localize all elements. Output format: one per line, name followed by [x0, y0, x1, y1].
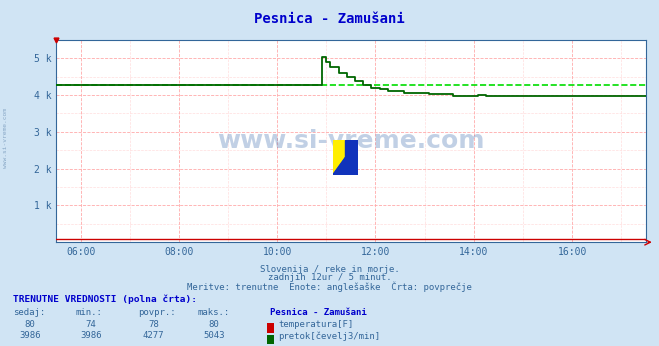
Polygon shape [333, 140, 345, 175]
Text: maks.:: maks.: [198, 308, 230, 317]
Text: 80: 80 [209, 320, 219, 329]
Text: 74: 74 [86, 320, 96, 329]
Text: 78: 78 [148, 320, 159, 329]
Text: Slovenija / reke in morje.: Slovenija / reke in morje. [260, 265, 399, 274]
Text: www.si-vreme.com: www.si-vreme.com [3, 108, 9, 169]
Text: Pesnica - Zamušani: Pesnica - Zamušani [254, 12, 405, 26]
Text: zadnjih 12ur / 5 minut.: zadnjih 12ur / 5 minut. [268, 273, 391, 282]
Polygon shape [345, 140, 358, 175]
Text: 80: 80 [24, 320, 35, 329]
Text: temperatura[F]: temperatura[F] [278, 320, 353, 329]
Text: Meritve: trenutne  Enote: anglešaške  Črta: povprečje: Meritve: trenutne Enote: anglešaške Črta… [187, 282, 472, 292]
Polygon shape [333, 157, 345, 175]
Text: 5043: 5043 [204, 331, 225, 340]
Text: pretok[čevelj3/min]: pretok[čevelj3/min] [278, 331, 380, 341]
Polygon shape [333, 157, 345, 175]
Text: povpr.:: povpr.: [138, 308, 176, 317]
Text: 3986: 3986 [80, 331, 101, 340]
Text: 4277: 4277 [143, 331, 164, 340]
Text: Pesnica - Zamušani: Pesnica - Zamušani [270, 308, 367, 317]
Text: TRENUTNE VREDNOSTI (polna črta):: TRENUTNE VREDNOSTI (polna črta): [13, 295, 197, 304]
Text: min.:: min.: [76, 308, 103, 317]
Text: sedaj:: sedaj: [13, 308, 45, 317]
Text: 3986: 3986 [19, 331, 40, 340]
Text: www.si-vreme.com: www.si-vreme.com [217, 129, 484, 153]
